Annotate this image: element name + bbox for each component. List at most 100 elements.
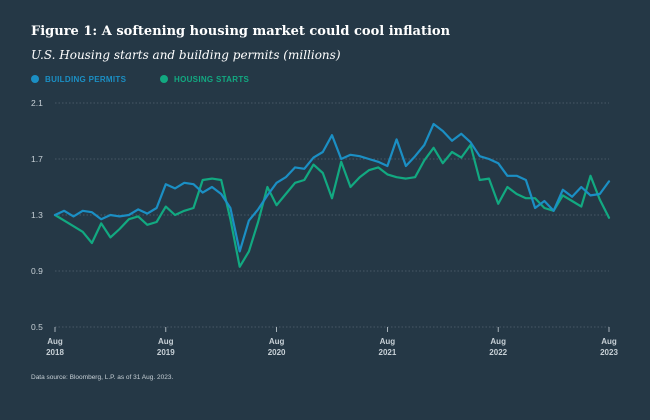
data-point-building-permits [128,214,130,216]
data-point-building-permits [183,182,185,184]
data-point-housing-starts [276,204,278,206]
data-point-housing-starts [571,200,573,202]
data-point-housing-starts [451,151,453,153]
data-point-housing-starts [146,224,148,226]
data-point-housing-starts [91,242,93,244]
data-point-building-permits [599,193,601,195]
data-point-building-permits [469,141,472,143]
data-point-housing-starts [349,186,352,188]
data-point-building-permits [303,168,305,170]
y-tick-label: 2.1 [31,98,43,108]
data-point-building-permits [359,155,361,157]
data-point-building-permits [589,194,592,196]
data-point-housing-starts [174,214,176,216]
data-point-building-permits [239,250,241,252]
data-point-housing-starts [423,159,425,161]
data-point-housing-starts [312,164,315,166]
data-point-housing-starts [285,193,287,195]
data-point-housing-starts [322,172,324,174]
data-point-housing-starts [239,266,241,268]
data-point-building-permits [63,210,65,212]
data-point-building-permits [202,192,204,194]
data-point-building-permits [331,134,333,136]
data-point-building-permits [534,207,536,209]
data-point-housing-starts [368,169,370,171]
x-tick-label-year: 2023 [600,348,618,357]
data-point-housing-starts [562,194,564,196]
data-point-housing-starts [433,147,435,149]
data-point-building-permits [312,157,315,159]
data-point-building-permits [340,158,342,160]
data-point-housing-starts [580,206,582,208]
data-point-housing-starts [405,178,407,180]
data-point-housing-starts [165,206,167,208]
x-tick-label-month: Aug [269,337,285,346]
y-tick-label: 0.5 [31,322,43,332]
data-point-building-permits [82,210,84,212]
data-point-building-permits [248,220,250,222]
data-point-housing-starts [220,179,222,181]
y-tick-label: 1.7 [31,154,43,164]
data-point-building-permits [266,194,268,196]
x-tick-label-month: Aug [158,337,174,346]
data-point-building-permits [396,138,398,140]
data-point-building-permits [165,183,167,185]
data-point-housing-starts [128,218,130,220]
data-point-housing-starts [599,199,601,201]
data-point-building-permits [479,155,481,157]
data-point-building-permits [368,158,370,160]
data-point-housing-starts [257,221,259,223]
data-point-building-permits [257,208,259,210]
data-point-housing-starts [294,182,296,184]
data-point-building-permits [423,144,425,146]
data-point-building-permits [192,183,195,185]
data-point-housing-starts [192,207,195,209]
data-point-building-permits [497,162,499,164]
data-point-building-permits [156,207,158,209]
data-point-housing-starts [331,197,333,199]
data-point-building-permits [553,210,555,212]
data-point-building-permits [442,130,444,132]
legend-label-housing-starts: HOUSING STARTS [174,74,250,84]
data-point-building-permits [516,175,518,177]
data-point-housing-starts [460,157,462,159]
data-point-housing-starts [497,203,499,205]
x-tick-label-month: Aug [490,337,506,346]
data-point-housing-starts [488,178,490,180]
data-point-building-permits [229,207,231,209]
x-tick-label-month: Aug [380,337,396,346]
data-point-building-permits [72,215,75,217]
data-point-housing-starts [479,179,481,181]
data-point-housing-starts [266,186,268,188]
data-point-building-permits [543,200,546,202]
data-point-housing-starts [396,176,398,178]
data-point-housing-starts [202,179,204,181]
data-point-building-permits [146,213,148,215]
data-point-housing-starts [340,161,342,163]
data-point-housing-starts [469,144,472,146]
data-point-building-permits [276,182,278,184]
data-point-housing-starts [100,222,102,224]
data-point-building-permits [377,161,379,163]
data-point-building-permits [580,186,582,188]
data-point-building-permits [137,208,139,210]
legend-label-building-permits: BUILDING PERMITS [45,74,127,84]
data-point-housing-starts [377,166,379,168]
data-point-housing-starts [534,197,536,199]
data-point-building-permits [294,166,296,168]
x-tick-label-month: Aug [47,337,63,346]
data-point-housing-starts [72,225,75,227]
data-point-building-permits [506,175,508,177]
data-point-housing-starts [137,215,139,217]
data-point-housing-starts [156,221,158,223]
chart-subtitle: U.S. Housing starts and building permits… [31,48,341,62]
data-point-building-permits [608,180,610,182]
data-point-building-permits [414,155,416,157]
data-point-building-permits [571,196,573,198]
data-point-building-permits [562,189,564,191]
data-point-housing-starts [211,178,213,180]
data-point-housing-starts [82,231,84,233]
data-point-building-permits [386,165,388,167]
data-point-building-permits [349,154,352,156]
